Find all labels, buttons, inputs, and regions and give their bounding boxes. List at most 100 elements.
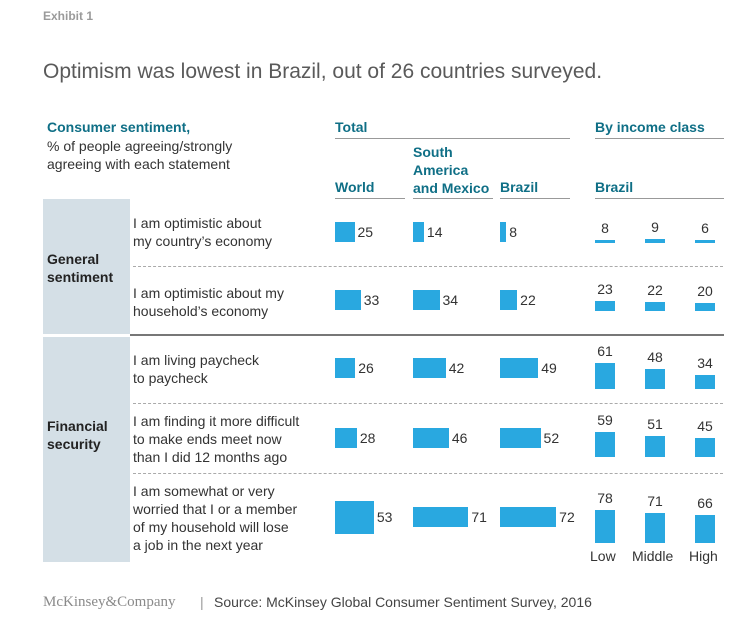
value-world: 26: [358, 360, 374, 376]
legend-title: Consumer sentiment,: [47, 119, 191, 135]
value-income-middle: 48: [647, 348, 663, 365]
section-panel-financial: [43, 337, 130, 562]
bar-brazil: [500, 290, 518, 310]
value-sam: 34: [442, 292, 459, 308]
statement: I am living paycheck to paycheck: [133, 351, 323, 387]
value-income-high: 34: [697, 354, 713, 371]
statement: I am optimistic about my country’s econom…: [133, 214, 323, 250]
bar-income-middle: [645, 435, 665, 457]
bar-income-low: [595, 301, 615, 311]
section-general: General sentiment: [47, 250, 113, 286]
value-income-middle: 22: [647, 281, 663, 298]
income-label-middle: Middle: [632, 548, 674, 564]
bar-sam: [413, 507, 469, 527]
statement-line: worried that I or a member: [133, 501, 298, 517]
value-income-low: 8: [601, 219, 609, 236]
mckinsey-logo: McKinsey&Company: [43, 594, 176, 610]
col-brazil: Brazil: [500, 179, 539, 195]
value-income-high: 66: [697, 495, 713, 512]
legend-sub-1: % of people agreeing/strongly: [47, 138, 233, 154]
value-sam: 14: [426, 224, 443, 240]
bar-brazil: [500, 428, 541, 448]
statement-line: my country’s economy: [133, 233, 273, 249]
income-label-low: Low: [590, 548, 616, 564]
value-income-high: 20: [697, 282, 713, 299]
col-sam-line: South: [413, 144, 453, 160]
bar-world: [335, 428, 357, 448]
bar-income-low: [595, 363, 615, 389]
section-label: Financial: [47, 418, 108, 434]
income-label-high: High: [689, 548, 718, 564]
bar-world: [335, 222, 355, 242]
bar-sam: [413, 222, 424, 242]
section-panel-general: [43, 199, 130, 334]
footer-separator: |: [200, 594, 204, 610]
value-brazil: 49: [541, 360, 557, 376]
statement-line: a job in the next year: [133, 537, 263, 553]
value-world: 25: [357, 224, 374, 240]
col-sam-line: and Mexico: [413, 180, 490, 196]
value-income-high: 45: [697, 418, 713, 435]
bar-income-high: [695, 302, 715, 311]
value-income-low: 61: [597, 343, 613, 360]
bar-income-high: [695, 515, 715, 543]
section-label: sentiment: [47, 269, 114, 285]
statement-line: than I did 12 months ago: [133, 449, 288, 465]
value-sam: 71: [471, 509, 487, 525]
bar-income-low: [595, 510, 615, 543]
legend-sub-2: agreeing with each statement: [47, 156, 230, 172]
bar-brazil: [500, 358, 539, 378]
value-brazil: 52: [543, 430, 560, 446]
value-brazil: 22: [520, 292, 536, 308]
value-income-high: 6: [701, 220, 709, 236]
value-world: 53: [376, 509, 393, 525]
value-income-middle: 71: [647, 493, 663, 510]
bar-world: [335, 358, 356, 378]
exhibit-label: Exhibit 1: [43, 9, 94, 23]
bar-income-middle: [645, 239, 665, 243]
statement-line: household’s economy: [133, 303, 269, 319]
bar-world: [335, 500, 374, 534]
bar-sam: [413, 428, 449, 448]
value-brazil: 8: [509, 224, 518, 240]
value-brazil: 72: [559, 509, 575, 525]
col-sam: South America and Mexico: [413, 143, 489, 197]
bar-sam: [413, 290, 440, 310]
bar-income-middle: [645, 513, 665, 543]
section-financial: Financial security: [47, 417, 108, 453]
statement-line: I am optimistic about: [133, 215, 262, 231]
bar-sam: [413, 358, 446, 378]
header-total: Total: [335, 119, 368, 135]
bar-brazil: [500, 507, 557, 527]
statement-line: I am finding it more difficult: [133, 413, 300, 429]
value-income-middle: 9: [651, 219, 659, 236]
bar-income-middle: [645, 301, 665, 311]
value-sam: 42: [448, 360, 465, 376]
header-income: By income class: [595, 119, 705, 135]
value-income-low: 59: [597, 412, 613, 429]
bar-income-low: [595, 239, 615, 243]
col-sam-line: America: [413, 162, 469, 178]
value-income-low: 78: [597, 490, 613, 507]
statement: I am finding it more difficult to make en…: [133, 412, 323, 466]
section-label: security: [47, 436, 101, 452]
statement-line: I am living paycheck: [133, 352, 260, 368]
value-income-middle: 51: [647, 415, 663, 432]
section-label: General: [47, 251, 100, 267]
statement-line: I am somewhat or very: [133, 483, 275, 499]
bar-world: [335, 290, 361, 310]
statement-line: of my household will lose: [133, 519, 289, 535]
bar-income-low: [595, 432, 615, 457]
statement-line: to make ends meet now: [133, 431, 282, 447]
bar-income-high: [695, 374, 715, 389]
col-income-brazil: Brazil: [595, 179, 634, 195]
value-world: 33: [363, 292, 380, 308]
bar-brazil: [500, 222, 507, 242]
chart-title: Optimism was lowest in Brazil, out of 26…: [43, 60, 603, 83]
col-world: World: [335, 179, 375, 195]
bar-income-middle: [645, 368, 665, 389]
statement: I am optimistic about my household’s econ…: [133, 284, 323, 320]
bar-income-high: [695, 438, 715, 457]
value-sam: 46: [451, 430, 468, 446]
